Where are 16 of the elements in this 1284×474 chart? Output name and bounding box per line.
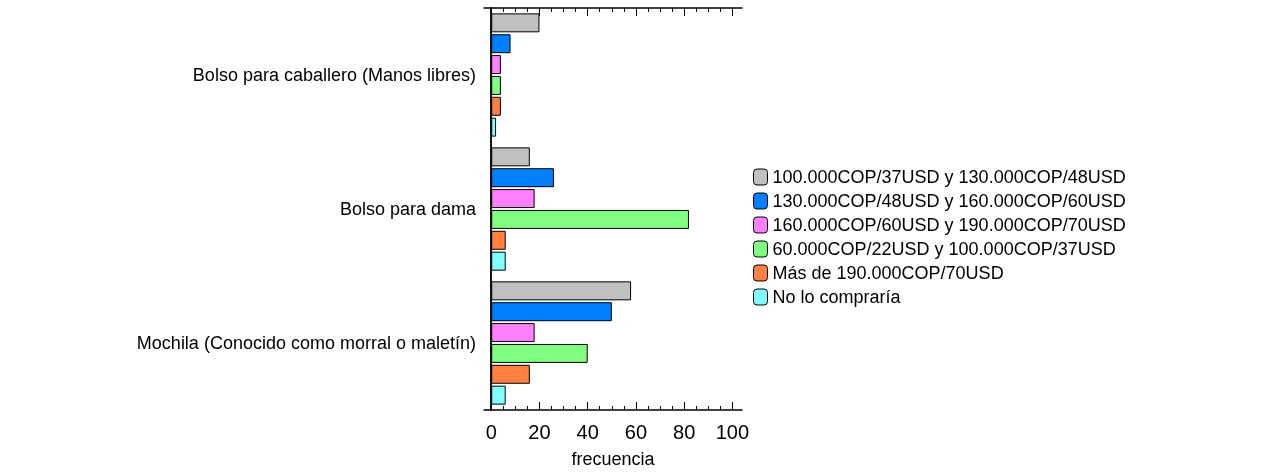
legend-label: 160.000COP/60USD y 190.000COP/70USD	[772, 215, 1126, 235]
legend-label: No lo compraría	[772, 287, 902, 307]
x-tick-label: 40	[576, 421, 599, 443]
x-axis-title: frecuencia	[571, 449, 656, 469]
y-tick-label: Mochila (Conocido como morral o maletín)	[136, 333, 476, 353]
y-tick-label: Bolso para dama	[339, 199, 477, 219]
x-tick-label: 80	[673, 421, 696, 443]
x-tick-label: 0	[485, 421, 497, 443]
y-tick-label: Bolso para caballero (Manos libres)	[192, 65, 476, 85]
x-tick-label: 20	[528, 421, 551, 443]
legend-label: Más de 190.000COP/70USD	[772, 263, 1004, 283]
x-tick-label: 60	[624, 421, 648, 443]
x-tick-label: 100	[715, 421, 750, 443]
legend-label: 130.000COP/48USD y 160.000COP/60USD	[772, 191, 1126, 211]
legend-label: 60.000COP/22USD y 100.000COP/37USD	[772, 239, 1116, 259]
legend-label: 100.000COP/37USD y 130.000COP/48USD	[772, 167, 1126, 187]
